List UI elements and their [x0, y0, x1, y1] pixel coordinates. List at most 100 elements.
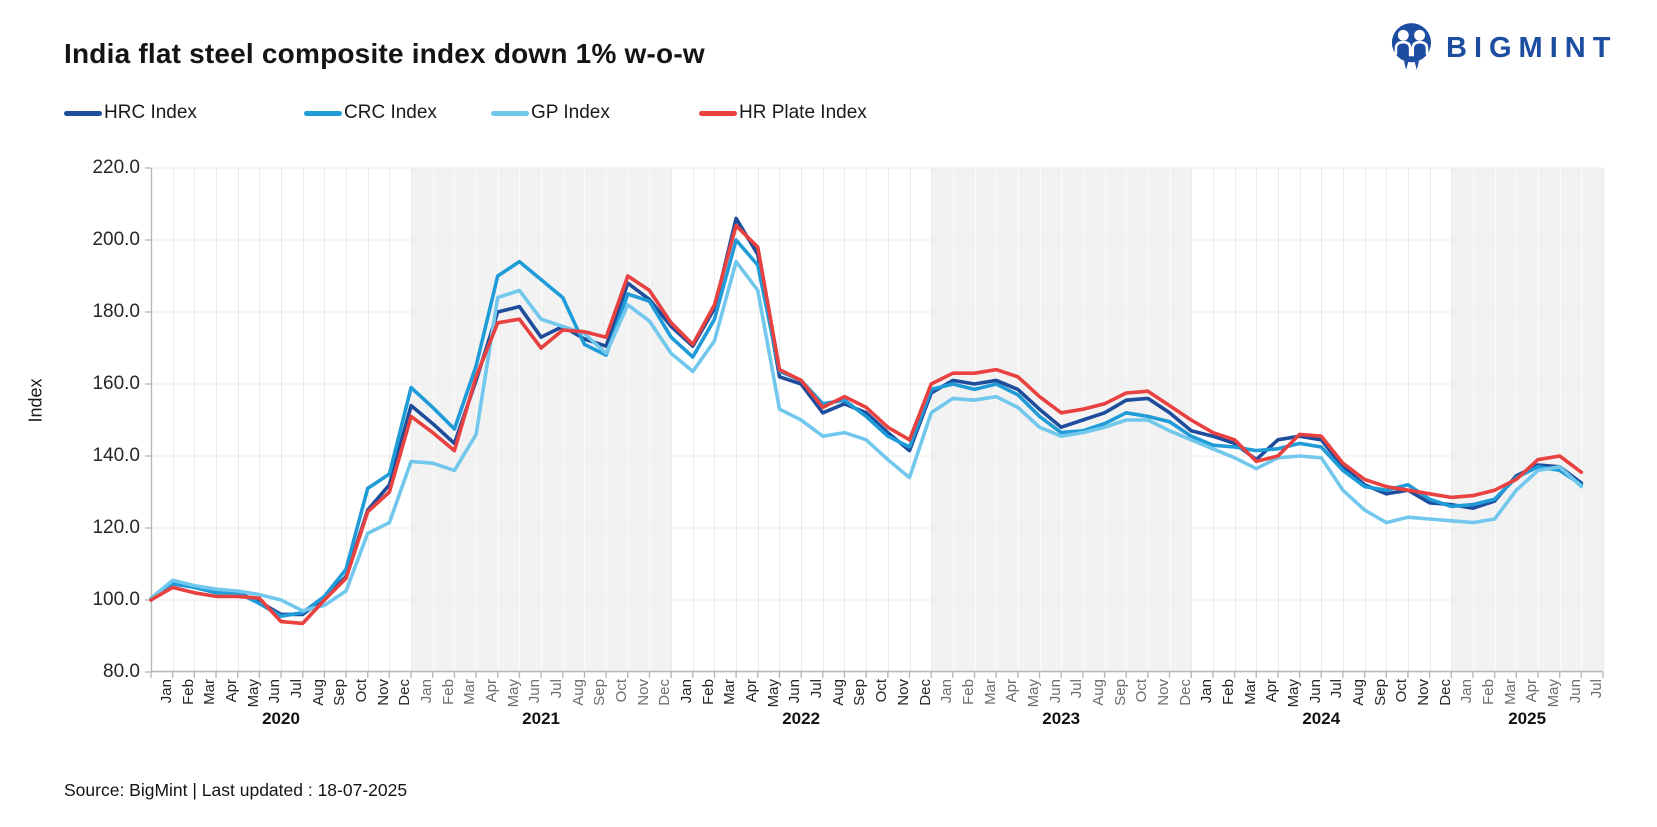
x-axis-month-label: Sep	[331, 679, 349, 706]
x-axis-year-label: 2024	[1302, 709, 1341, 728]
y-axis-tick-label: 120.0	[92, 517, 140, 538]
x-axis-month-label: Nov	[1414, 679, 1432, 706]
y-axis-title: Index	[25, 378, 46, 423]
x-axis-month-label: Nov	[894, 679, 912, 706]
x-axis-month-label: Apr	[1003, 679, 1021, 703]
x-axis-year-label: 2022	[782, 709, 821, 728]
x-axis-month-label: May	[1544, 679, 1562, 708]
x-axis-month-label: Jul	[1588, 679, 1606, 699]
x-axis-month-label: Mar	[1241, 679, 1259, 705]
x-axis-month-label: Jan	[938, 679, 956, 704]
x-axis-month-label: Apr	[223, 679, 240, 703]
x-axis-month-label: Jan	[1198, 679, 1216, 704]
legend-item-gp-index: GP Index	[491, 100, 610, 126]
x-axis-month-label: Jun	[1566, 679, 1584, 704]
x-axis-month-label: Mar	[461, 679, 479, 705]
x-axis-month-label: Jan	[418, 679, 436, 704]
x-axis-month-label: Dec	[1436, 679, 1454, 706]
x-axis-month-label: Jul	[808, 679, 826, 699]
legend-swatch	[304, 110, 342, 116]
x-axis-month-label: Jan	[1458, 679, 1476, 704]
series-line-gp-index	[149, 259, 1584, 613]
x-axis-month-label: Jul	[288, 679, 306, 699]
x-axis-month-label: Oct	[1133, 679, 1151, 703]
x-axis-month-label: Mar	[201, 679, 219, 705]
legend-item-hrc-index: HRC Index	[64, 100, 197, 126]
x-axis-month-label: Nov	[374, 679, 392, 706]
series-line-hr-plate-index	[149, 223, 1584, 626]
x-axis-month-label: Nov	[1154, 679, 1172, 706]
x-axis-month-label: May	[504, 679, 522, 708]
x-axis-month-label: Feb	[699, 679, 717, 705]
x-axis-month-label: Jul	[548, 679, 566, 699]
x-axis-month-label: Apr	[1523, 679, 1541, 703]
y-axis-tick-label: 140.0	[92, 445, 140, 466]
x-axis-month-label: Jan	[158, 679, 175, 704]
x-axis-month-label: Jun	[1046, 679, 1064, 704]
y-axis-tick-label: 200.0	[92, 229, 140, 250]
y-axis-tick-label: 160.0	[92, 373, 140, 394]
x-axis-year-label: 2020	[262, 709, 300, 728]
x-axis-month-label: Jun	[1306, 679, 1324, 704]
x-axis-month-label: May	[244, 679, 262, 708]
chart-legend: HRC Index CRC Index GP Index HR Plate Index	[64, 100, 964, 126]
x-axis-month-label: Mar	[1501, 679, 1519, 705]
legend-item-hr-plate-index: HR Plate Index	[699, 100, 867, 126]
x-axis-month-label: Aug	[569, 679, 587, 706]
x-axis-month-label: Jul	[1068, 679, 1086, 699]
x-axis-month-label: Aug	[829, 679, 847, 706]
legend-swatch	[64, 110, 102, 116]
legend-item-crc-index: CRC Index	[304, 100, 437, 126]
x-axis-year-label: 2021	[522, 709, 560, 728]
legend-swatch	[699, 110, 737, 116]
legend-label: GP Index	[531, 102, 610, 123]
x-axis-month-label: Aug	[1349, 679, 1367, 706]
x-axis-month-label: Jun	[266, 679, 284, 704]
x-axis-month-label: Sep	[1111, 679, 1129, 706]
x-axis-month-label: Jun	[786, 679, 804, 704]
x-axis-month-label: Dec	[656, 679, 674, 706]
x-axis-month-label: Aug	[309, 679, 327, 706]
y-axis-tick-label: 220.0	[92, 157, 140, 178]
x-axis-month-label: Oct	[1393, 679, 1411, 703]
x-axis-month-label: May	[1284, 679, 1302, 708]
x-axis-month-label: Sep	[591, 679, 609, 706]
y-axis-tick-label: 80.0	[103, 661, 140, 682]
x-axis-month-label: Oct	[353, 679, 371, 703]
plot-area	[145, 167, 1604, 678]
source-note: Source: BigMint | Last updated : 18-07-2…	[64, 780, 408, 800]
x-axis-year-label: 2025	[1508, 709, 1547, 728]
x-axis-month-label: Jun	[526, 679, 544, 704]
x-axis-year-label: 2023	[1042, 709, 1081, 728]
y-axis-tick-label: 180.0	[92, 301, 140, 322]
x-axis-month-label: Dec	[916, 679, 934, 706]
bigmint-logo: BIGMINT	[1388, 22, 1617, 72]
legend-label: CRC Index	[344, 102, 437, 123]
legend-label: HR Plate Index	[739, 102, 867, 123]
x-axis-month-label: Sep	[1371, 679, 1389, 706]
x-axis-month-label: Apr	[483, 679, 501, 703]
x-axis-month-label: Jul	[1328, 679, 1346, 699]
x-axis-month-label: Feb	[1479, 679, 1497, 705]
y-axis-tick-label: 100.0	[92, 589, 140, 610]
legend-label: HRC Index	[104, 102, 197, 123]
x-axis-month-label: Jan	[678, 679, 696, 704]
x-axis-month-label: Nov	[634, 679, 652, 706]
x-axis-month-label: Aug	[1089, 679, 1107, 706]
x-axis-month-label: Oct	[613, 679, 631, 703]
year-band-2025	[1451, 168, 1603, 672]
x-axis-month-label: May	[764, 679, 782, 708]
x-axis-month-label: Mar	[721, 679, 739, 705]
bigmint-logo-text: BIGMINT	[1446, 31, 1618, 64]
x-axis-month-label: May	[1024, 679, 1042, 708]
x-axis-month-label: Oct	[873, 679, 891, 703]
x-axis-month-label: Feb	[959, 679, 977, 705]
x-axis-month-label: Feb	[1219, 679, 1237, 705]
x-axis-month-label: Feb	[439, 679, 457, 705]
series-line-crc-index	[149, 238, 1584, 618]
x-axis-month-label: Sep	[851, 679, 869, 706]
page-title: India flat steel composite index down 1%…	[64, 38, 705, 69]
x-axis-month-label: Feb	[179, 679, 197, 705]
x-axis-month-label: Apr	[743, 679, 761, 703]
